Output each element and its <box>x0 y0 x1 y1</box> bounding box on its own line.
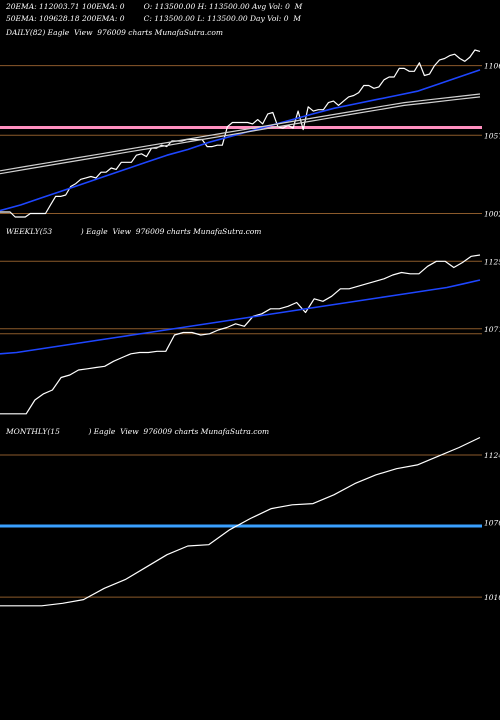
monthly-series-price-0 <box>0 436 481 607</box>
monthly-y-tick-1: 10700 <box>484 518 500 527</box>
monthly-y-tick-0: 11240 <box>484 451 500 460</box>
indicator-header-line-1: 20EMA: 112003.71 100EMA: 0 O: 113500.00 … <box>6 2 303 11</box>
daily-y-tick-2: 10020 <box>484 209 500 218</box>
weekly-y-tick-0: 11250 <box>484 257 500 266</box>
monthly-y-tick-2: 10100 <box>484 593 500 602</box>
daily-y-tick-1: 10570 <box>484 131 500 140</box>
weekly-series-ema_fast-1 <box>0 279 481 355</box>
daily-y-tick-0: 11060 <box>484 62 500 71</box>
daily-series-price-0 <box>0 49 481 218</box>
weekly-series-price-0 <box>0 254 481 415</box>
daily-series-ema_slow-3 <box>0 96 481 175</box>
monthly-panel-label: MONTHLY(15 ) Eagle View 976009 charts Mu… <box>6 427 270 436</box>
daily-series-ema_fast-1 <box>0 69 481 212</box>
indicator-header-line-2: 50EMA: 109628.18 200EMA: 0 C: 113500.00 … <box>6 14 301 23</box>
daily-panel-label: DAILY(82) Eagle View 976009 charts Munaf… <box>6 28 223 37</box>
daily-series-ema_slow-2 <box>0 93 481 172</box>
weekly-panel-label: WEEKLY(53 ) Eagle View 976009 charts Mun… <box>6 227 262 236</box>
